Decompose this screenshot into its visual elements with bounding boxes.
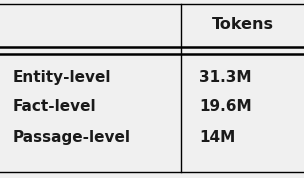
Text: 14M: 14M: [199, 130, 235, 145]
Text: Entity-level: Entity-level: [12, 70, 111, 85]
Text: Fact-level: Fact-level: [12, 99, 96, 114]
Text: Tokens: Tokens: [212, 17, 273, 32]
Text: 31.3M: 31.3M: [199, 70, 252, 85]
Text: Passage-level: Passage-level: [12, 130, 130, 145]
Text: 19.6M: 19.6M: [199, 99, 252, 114]
